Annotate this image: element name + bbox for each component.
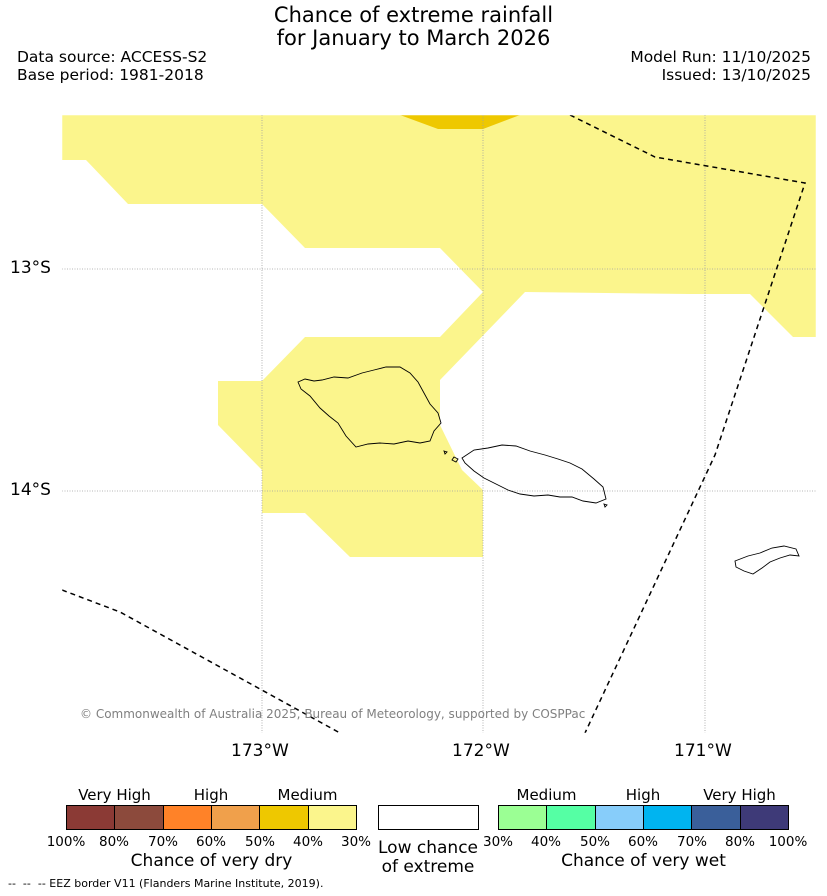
tutuila-island [734,545,800,575]
apolima-islet [443,450,448,455]
wet-swatch-2 [547,806,596,829]
wet-label-high: High [625,786,661,804]
high-dry-region-north [400,115,520,129]
issued-date: Issued: 13/10/2025 [661,66,811,84]
rainfall-map [61,114,817,734]
dry-pct-60: 60% [195,834,226,850]
base-period: Base period: 1981-2018 [17,66,204,84]
wet-pct-100: 100% [768,834,808,850]
lon-label-171w: 171°W [674,741,732,761]
eez-footnote: -- -- -- EEZ border V11 (Flanders Marine… [8,877,324,890]
wet-swatch-1 [499,806,548,829]
dry-label-high: High [193,786,229,804]
dry-pct-80: 80% [98,834,129,850]
wet-colorbar [498,805,789,830]
copyright-notice: © Commonwealth of Australia 2025, Bureau… [80,707,586,721]
dry-label-very-high: Very High [78,786,151,804]
dry-pct-30: 30% [340,834,371,850]
lat-label-13s: 13°S [10,258,51,278]
wet-swatch-4 [643,806,693,829]
dry-pct-100: 100% [46,834,86,850]
data-source: Data source: ACCESS-S2 [17,48,208,66]
lat-label-14s: 14°S [10,480,51,500]
wet-swatch-3 [595,806,644,829]
neutral-caption-line-1: Low chance [378,838,478,858]
dry-swatch-6 [308,806,356,829]
dry-swatch-3 [163,806,212,829]
dry-swatch-1 [67,806,116,829]
wet-pct-30: 30% [482,834,513,850]
dry-label-medium: Medium [277,786,338,804]
neutral-swatch [378,805,479,830]
graticule [62,115,816,733]
eez-border [62,115,806,733]
dry-swatch-4 [211,806,261,829]
lon-label-173w: 173°W [231,741,289,761]
upolu-island [461,444,607,504]
model-run: Model Run: 11/10/2025 [630,48,811,66]
wet-label-very-high: Very High [703,786,776,804]
manono-islet [451,456,459,463]
wet-label-medium: Medium [516,786,577,804]
medium-dry-region-north [62,115,816,337]
wet-swatch-6 [740,806,788,829]
title-line-1: Chance of extreme rainfall [273,3,554,27]
dry-pct-70: 70% [147,834,178,850]
dry-colorbar [66,805,357,830]
island-outlines [297,366,800,575]
lon-label-172w: 172°W [452,741,510,761]
wet-pct-70: 70% [676,834,707,850]
wet-pct-80: 80% [724,834,755,850]
dry-swatch-2 [115,806,164,829]
wet-pct-50: 50% [579,834,610,850]
neutral-caption-line-2: of extreme [381,857,475,877]
nuutele-islet [603,503,608,508]
wet-swatch-5 [692,806,741,829]
wet-pct-40: 40% [530,834,561,850]
wet-caption: Chance of very wet [561,851,726,871]
title-line-2: for January to March 2026 [276,26,551,50]
wet-pct-60: 60% [627,834,658,850]
dry-swatch-5 [260,806,309,829]
savaii-island [297,366,442,448]
dry-pct-50: 50% [244,834,275,850]
dry-pct-40: 40% [292,834,323,850]
dry-caption: Chance of very dry [130,851,293,871]
